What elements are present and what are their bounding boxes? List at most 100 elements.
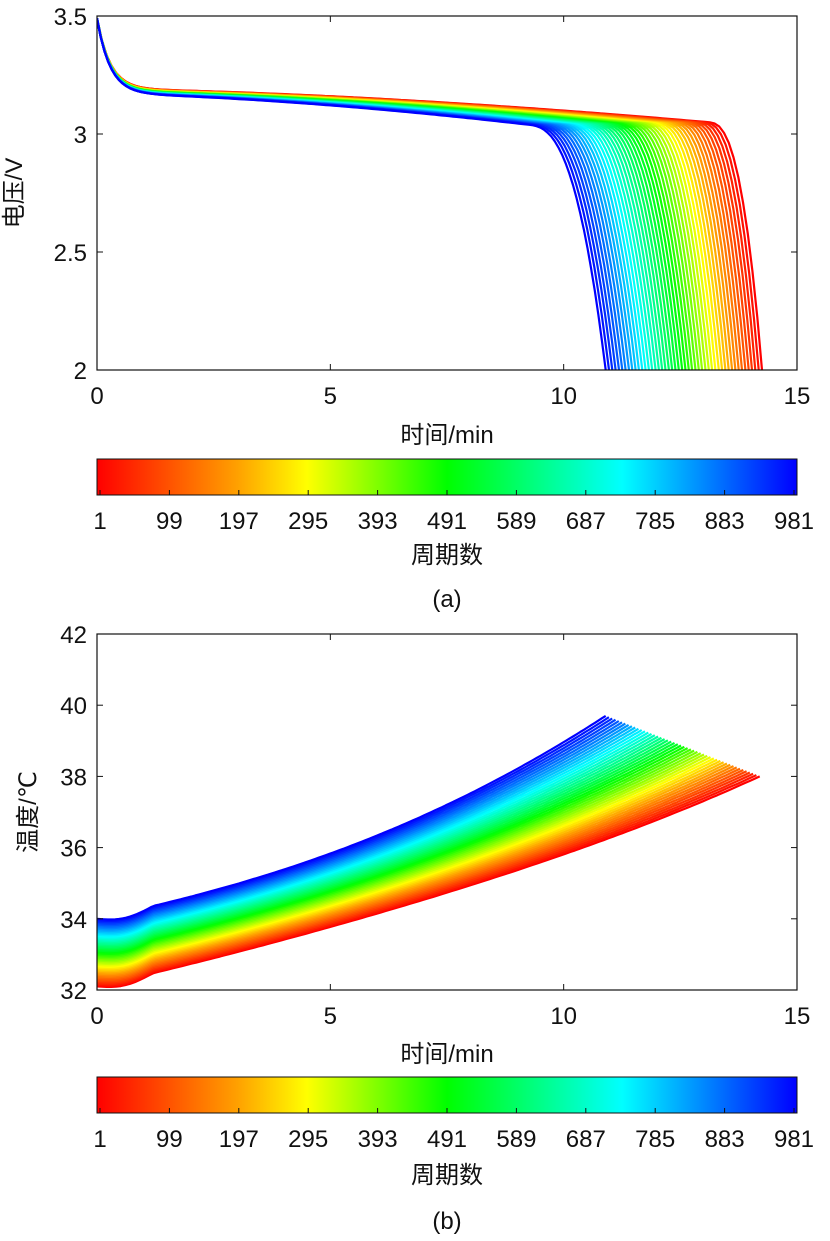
- cycle-curve: [97, 18, 754, 370]
- x-axis-label-b: 时间/min: [400, 1041, 493, 1068]
- cycle-curve: [97, 720, 620, 927]
- cycle-curve: [97, 770, 748, 983]
- cycle-curve: [97, 18, 734, 370]
- panel-label-a: (a): [432, 586, 461, 613]
- chart-a: 0 5 10 15 2 2.5 3 3.5 时间/min 电压/V 1 99 197 295 393 4…: [1, 4, 814, 613]
- colorbar-tick-label: 687: [566, 508, 606, 535]
- cycle-curve: [97, 18, 624, 370]
- y-tick-label: 2.5: [54, 240, 87, 267]
- cycle-curve: [97, 739, 669, 948]
- panel-label-b: (b): [432, 1208, 461, 1235]
- cycle-curve: [97, 745, 685, 956]
- colorbar-b: [96, 1076, 798, 1114]
- x-tick-label: 5: [324, 1003, 337, 1030]
- cycle-curve: [97, 18, 647, 370]
- colorbar-tick-label: 589: [496, 508, 536, 535]
- colorbar-tick-label: 785: [635, 1126, 675, 1153]
- cycle-curve: [97, 752, 702, 963]
- cycle-curve: [97, 18, 614, 370]
- cycle-curve: [97, 763, 731, 976]
- axes-frame-a: [96, 15, 798, 371]
- cycle-curve: [97, 18, 611, 370]
- cycle-curve: [97, 18, 621, 370]
- cycle-curve: [97, 726, 636, 934]
- cycle-curve: [97, 18, 607, 370]
- cycle-curve: [97, 18, 644, 370]
- colorbar-tick-label: 393: [358, 1126, 398, 1153]
- y-tick-label: 3: [74, 122, 87, 149]
- y-tick-label: 32: [60, 978, 87, 1005]
- voltage-curves: [97, 18, 764, 370]
- cycle-curve: [97, 18, 657, 370]
- cycle-curve: [97, 759, 721, 971]
- y-tick-label: 38: [60, 764, 87, 791]
- cycle-curve: [97, 731, 649, 940]
- cycle-curve: [97, 756, 711, 967]
- colorbar-tick-label: 295: [288, 1126, 328, 1153]
- cycle-curve: [97, 771, 751, 984]
- colorbar-tick-label: 197: [219, 508, 259, 535]
- cycle-curve: [97, 18, 634, 370]
- cycle-curve: [97, 716, 610, 923]
- colorbar-ticks-b: 1 99 197 295 393 491 589 687 785 883 981: [93, 1108, 814, 1153]
- y-axis-label-b: 温度/℃: [15, 771, 42, 853]
- cycle-curve: [97, 774, 757, 987]
- colorbar-tick-label: 99: [156, 1126, 183, 1153]
- cycle-curve: [97, 18, 664, 370]
- colorbar-tick-label: 883: [705, 1126, 745, 1153]
- cycle-curve: [97, 722, 626, 930]
- cycle-curve: [97, 18, 654, 370]
- x-tick-label: 15: [784, 383, 811, 410]
- cycle-curve: [97, 18, 650, 370]
- colorbar-label-b: 周期数: [411, 1162, 483, 1189]
- cycle-curve: [97, 753, 705, 964]
- cycle-curve: [97, 747, 689, 957]
- cycle-curve: [97, 18, 667, 370]
- colorbar-tick-label: 99: [156, 508, 183, 535]
- cycle-curve: [97, 767, 741, 980]
- colorbar-tick-label: 197: [219, 1126, 259, 1153]
- y-tick-label: 36: [60, 836, 87, 863]
- colorbar-tick-label: 981: [774, 508, 814, 535]
- cycle-curve: [97, 736, 662, 946]
- cycle-curve: [97, 18, 750, 370]
- x-tick-label: 5: [324, 383, 337, 410]
- cycle-curve: [97, 730, 646, 938]
- colorbar-tick-label: 393: [358, 508, 398, 535]
- colorbar-tick-label: 1: [93, 1126, 106, 1153]
- cycle-curve: [97, 18, 637, 370]
- cycle-curve: [97, 750, 698, 961]
- ticks-b: 0 5 10 15 32 34 36 38 40 42: [60, 622, 810, 1030]
- colorbar-tick-label: 491: [427, 1126, 467, 1153]
- cycle-curve: [97, 18, 631, 370]
- cycle-curve: [97, 721, 623, 928]
- x-axis-label-a: 时间/min: [400, 422, 493, 449]
- cycle-curve: [97, 717, 613, 924]
- x-tick-label: 10: [550, 383, 577, 410]
- cycle-curve: [97, 729, 643, 937]
- colorbar-tick-label: 589: [496, 1126, 536, 1153]
- cycle-curve: [97, 754, 708, 966]
- cycle-curve: [97, 743, 679, 953]
- cycle-curve: [97, 734, 656, 943]
- y-tick-label: 42: [60, 622, 87, 649]
- cycle-curve: [97, 714, 607, 921]
- colorbar-label-a: 周期数: [411, 542, 483, 569]
- cycle-curve: [97, 744, 682, 954]
- chart-b: 0 5 10 15 32 34 36 38 40 42 时间/min 温度/℃ 1 99 197 295…: [15, 622, 814, 1235]
- cycle-curve: [97, 740, 672, 950]
- cycle-curve: [97, 757, 715, 969]
- cycle-curve: [97, 758, 718, 970]
- y-tick-label: 40: [60, 693, 87, 720]
- axes-frame-b: [96, 633, 798, 991]
- cycle-curve: [97, 765, 734, 977]
- cycle-curve: [97, 768, 744, 981]
- colorbar-tick-label: 1: [93, 508, 106, 535]
- colorbar-tick-label: 295: [288, 508, 328, 535]
- colorbar-tick-label: 883: [705, 508, 745, 535]
- cycle-curve: [97, 718, 617, 925]
- y-tick-label: 34: [60, 907, 87, 934]
- x-tick-label: 15: [784, 1003, 811, 1030]
- temperature-curves: [97, 714, 761, 989]
- colorbar-tick-label: 785: [635, 508, 675, 535]
